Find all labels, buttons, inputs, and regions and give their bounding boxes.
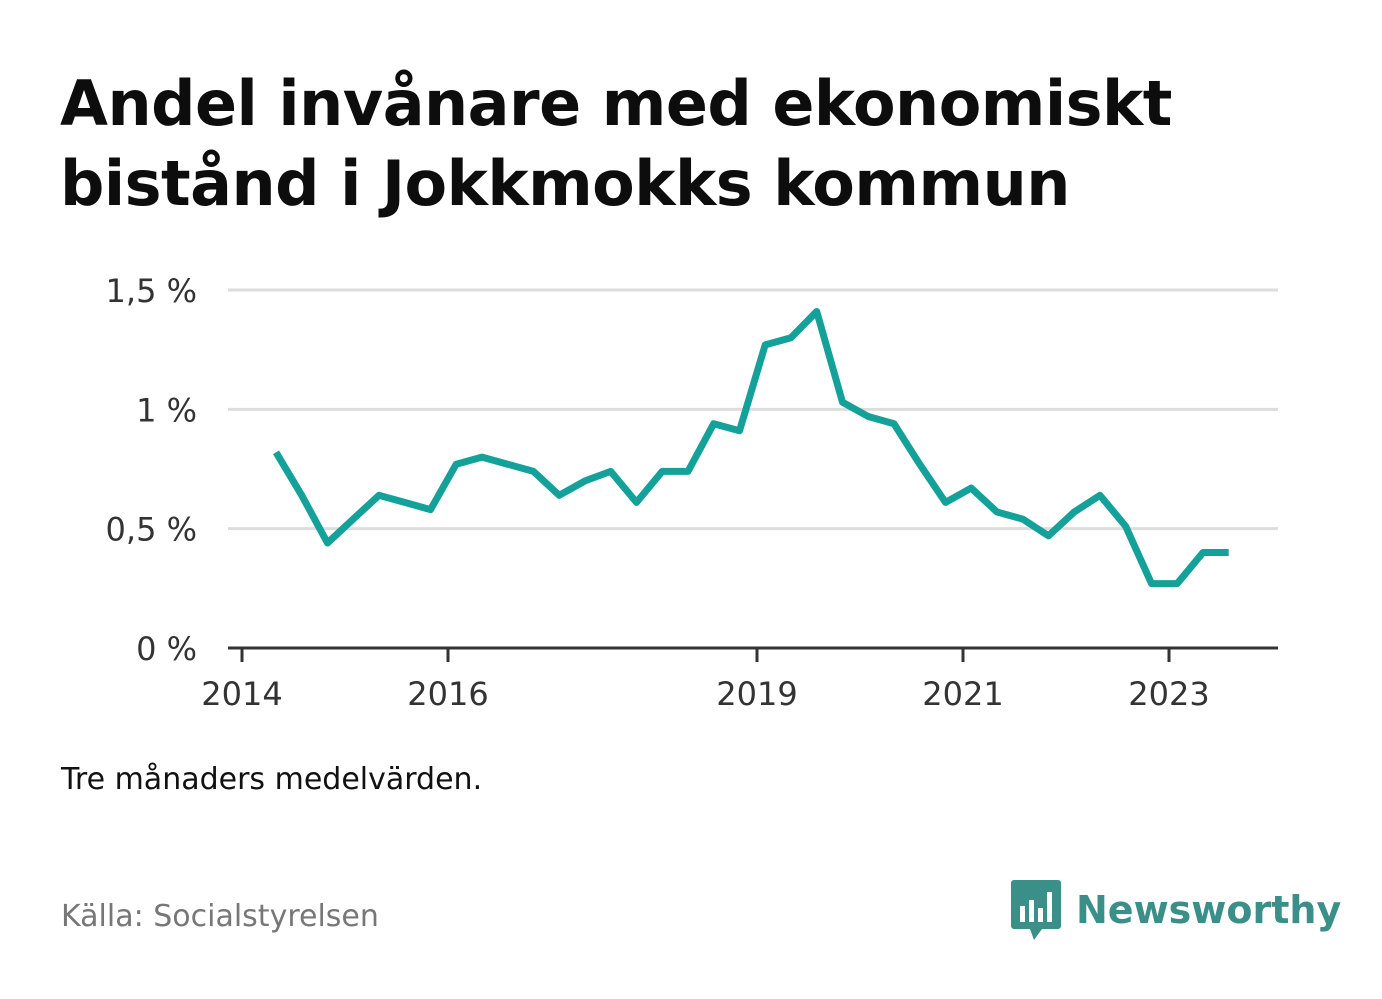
data-point [892, 422, 896, 426]
data-point [557, 493, 561, 497]
data-point [274, 450, 278, 454]
data-point [1072, 510, 1076, 514]
data-point [377, 493, 381, 497]
y-tick-label: 0,5 % [106, 511, 197, 549]
chart-title: Andel invånare med ekonomiskt bistånd i … [60, 67, 1172, 220]
data-point [943, 500, 947, 504]
x-tick-label: 2019 [716, 675, 797, 713]
grid-lines [228, 288, 1278, 531]
data-point [918, 462, 922, 466]
data-point [1098, 493, 1102, 497]
data-point [995, 510, 999, 514]
bar-chart-speech-bubble-icon [1011, 880, 1061, 940]
data-point [583, 479, 587, 483]
x-tick-label: 2023 [1128, 675, 1209, 713]
data-point [866, 414, 870, 418]
data-point [660, 469, 664, 473]
data-point [351, 517, 355, 521]
data-point [454, 462, 458, 466]
data-point [789, 336, 793, 340]
brand-name: Newsworthy [1076, 888, 1342, 932]
data-point [609, 469, 613, 473]
x-tick-label: 2021 [922, 675, 1003, 713]
x-axis: 2014 2016 2019 2021 2023 [201, 646, 1278, 713]
x-tick-label: 2014 [201, 675, 282, 713]
brand-logo: Newsworthy [1010, 878, 1341, 942]
data-point [1227, 551, 1231, 555]
data-point [403, 500, 407, 504]
data-point [712, 422, 716, 426]
y-tick-label: 1 % [136, 391, 197, 429]
series-line [272, 308, 1229, 588]
data-point [1175, 582, 1179, 586]
data-point [1021, 517, 1025, 521]
data-point [506, 462, 510, 466]
data-point [1201, 551, 1205, 555]
data-point [1046, 534, 1050, 538]
data-point [1124, 524, 1128, 528]
data-point [686, 469, 690, 473]
line-chart: 0 % 0,5 % 1 % 1,5 % 2014 2016 2019 2021 2023 [106, 272, 1278, 713]
data-point [1149, 582, 1153, 586]
data-point [737, 429, 741, 433]
series-layer [272, 308, 1231, 588]
data-point [480, 455, 484, 459]
y-tick-label: 1,5 % [106, 272, 197, 310]
y-axis-ticks: 0 % 0,5 % 1 % 1,5 % [106, 272, 197, 668]
data-point [531, 469, 535, 473]
data-point [634, 500, 638, 504]
data-point [815, 309, 819, 313]
y-tick-label: 0 % [136, 630, 197, 668]
data-point [428, 508, 432, 512]
chart-note: Tre månaders medelvärden. [61, 762, 483, 797]
x-tick-label: 2016 [407, 675, 488, 713]
data-point [325, 541, 329, 545]
data-point [300, 493, 304, 497]
data-point [763, 343, 767, 347]
data-point [840, 400, 844, 404]
data-point [969, 486, 973, 490]
source-credit: Källa: Socialstyrelsen [61, 899, 379, 934]
